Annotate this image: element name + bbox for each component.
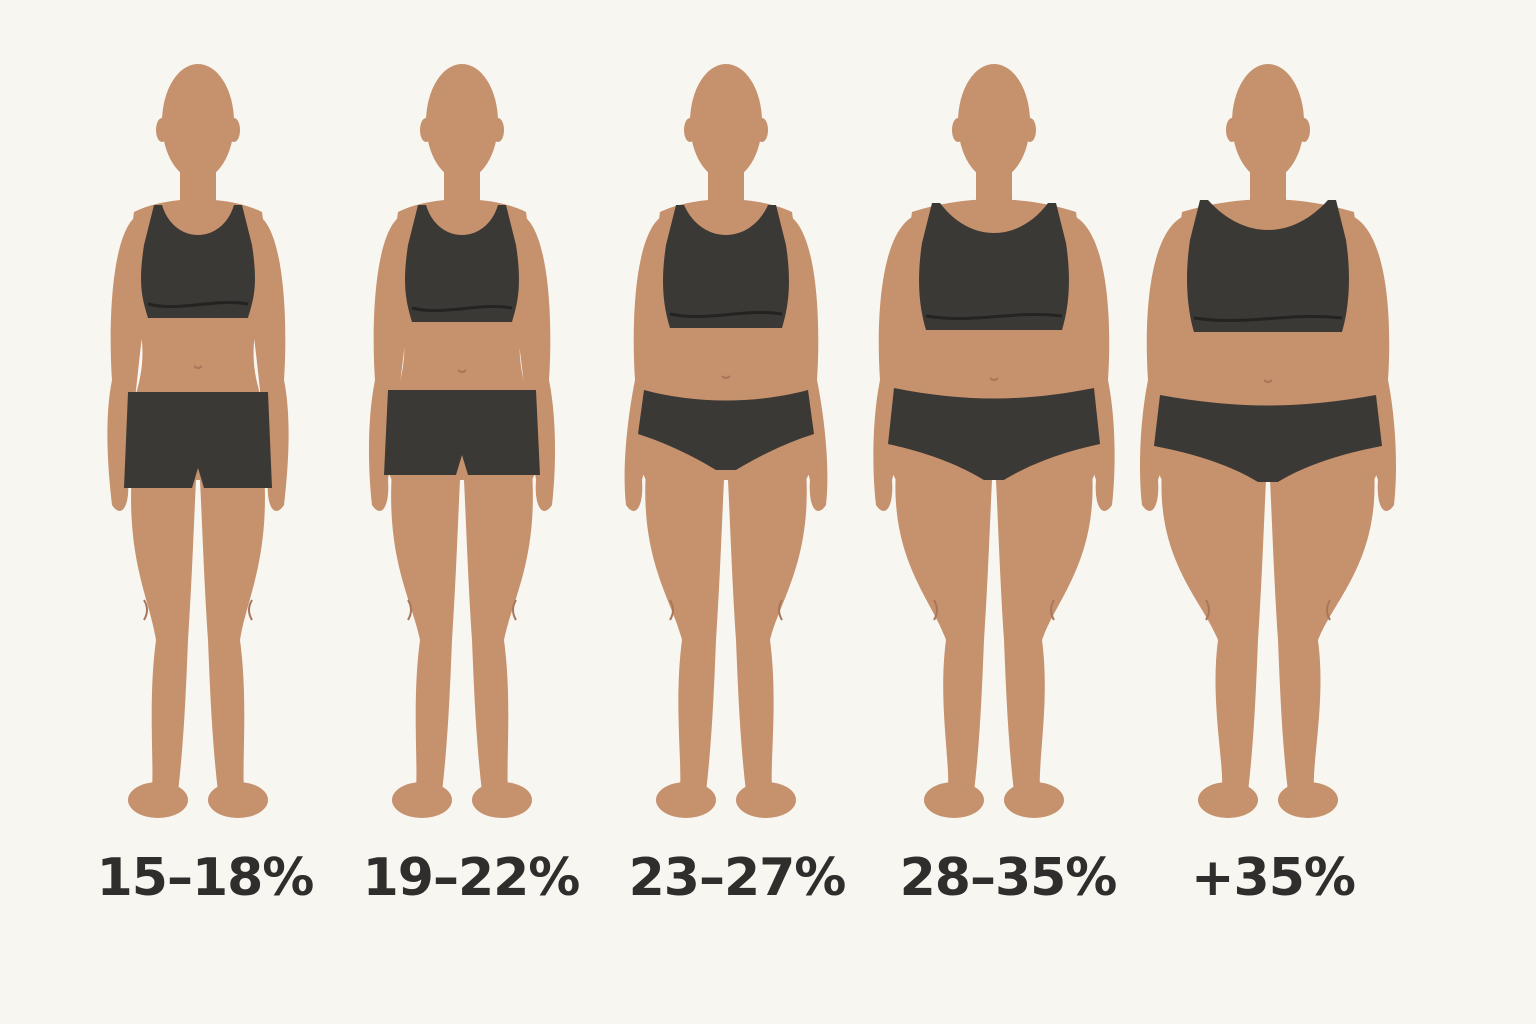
right-foot xyxy=(736,782,796,818)
right-knee-line xyxy=(1050,599,1055,621)
right-ear xyxy=(1024,118,1036,142)
left-knee-line xyxy=(407,599,412,621)
left-leg xyxy=(895,470,992,792)
left-ear xyxy=(684,118,696,142)
figure-2-label: 19–22% xyxy=(362,848,581,908)
right-ear xyxy=(756,118,768,142)
right-ear xyxy=(492,118,504,142)
shorts xyxy=(124,392,272,488)
right-leg xyxy=(464,470,533,792)
figure-3 xyxy=(624,64,828,818)
shorts xyxy=(888,388,1100,480)
sports-bra xyxy=(919,203,1069,330)
head xyxy=(958,64,1030,180)
left-ear xyxy=(952,118,964,142)
shorts xyxy=(384,390,540,475)
right-knee-line xyxy=(778,599,783,621)
left-knee-line xyxy=(1205,599,1210,621)
right-knee-line xyxy=(248,599,253,621)
sports-bra xyxy=(405,205,519,322)
figure-4-label: 28–35% xyxy=(899,848,1118,908)
navel xyxy=(721,375,731,379)
bra-band-line xyxy=(1193,314,1343,323)
head xyxy=(690,64,762,180)
figure-1-label: 15–18% xyxy=(96,848,315,908)
figure-1 xyxy=(107,64,289,818)
right-leg xyxy=(1270,470,1375,792)
shorts xyxy=(638,390,814,470)
navel xyxy=(1263,379,1273,383)
left-leg xyxy=(131,470,196,792)
right-leg xyxy=(728,470,807,792)
left-ear xyxy=(1226,118,1238,142)
right-knee-line xyxy=(1326,599,1331,621)
left-knee-line xyxy=(143,599,148,621)
figure-4 xyxy=(873,64,1115,818)
right-foot xyxy=(1004,782,1064,818)
left-foot xyxy=(656,782,716,818)
bra-band-line xyxy=(147,300,249,308)
left-knee-line xyxy=(933,599,938,621)
navel xyxy=(989,377,999,381)
left-leg xyxy=(1161,470,1266,792)
sports-bra xyxy=(663,205,789,328)
bra-band-line xyxy=(411,304,513,312)
figure-5 xyxy=(1140,64,1396,818)
head xyxy=(162,64,234,180)
right-foot xyxy=(208,782,268,818)
left-leg xyxy=(645,470,724,792)
bra-band-line xyxy=(669,310,783,318)
right-leg xyxy=(996,470,1093,792)
sports-bra xyxy=(1187,200,1349,332)
left-leg xyxy=(391,470,460,792)
navel xyxy=(193,365,203,369)
left-foot xyxy=(924,782,984,818)
left-knee-line xyxy=(669,599,674,621)
left-foot xyxy=(128,782,188,818)
left-foot xyxy=(1198,782,1258,818)
left-foot xyxy=(392,782,452,818)
right-ear xyxy=(1298,118,1310,142)
right-knee-line xyxy=(512,599,517,621)
right-ear xyxy=(228,118,240,142)
sports-bra xyxy=(141,205,255,318)
head xyxy=(1232,64,1304,180)
right-leg xyxy=(200,470,265,792)
figure-3-label: 23–27% xyxy=(628,848,847,908)
navel xyxy=(457,369,467,373)
shorts xyxy=(1154,395,1382,482)
figure-2 xyxy=(368,64,556,818)
bra-band-line xyxy=(925,312,1063,321)
figure-5-label: +35% xyxy=(1190,848,1356,908)
left-ear xyxy=(420,118,432,142)
right-foot xyxy=(472,782,532,818)
head xyxy=(426,64,498,180)
left-ear xyxy=(156,118,168,142)
right-foot xyxy=(1278,782,1338,818)
